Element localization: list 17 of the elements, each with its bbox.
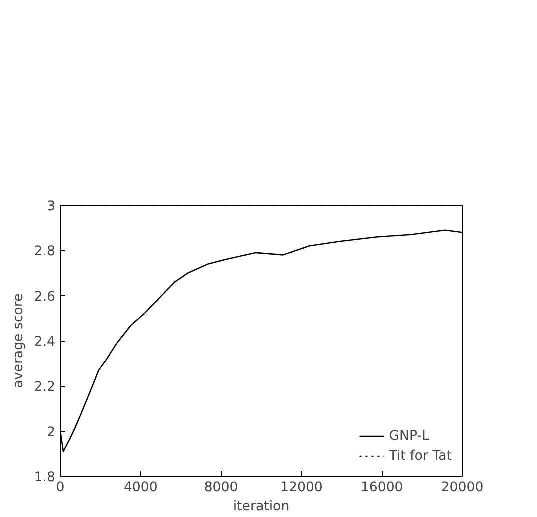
legend-label: GNP-L (389, 428, 430, 444)
x-tick-label: 0 (56, 480, 65, 496)
y-tick-label: 2.2 (34, 380, 56, 396)
x-tick-label: 20000 (441, 480, 484, 496)
x-tick-label: 12000 (280, 480, 323, 496)
y-tick-label: 3 (47, 200, 56, 214)
y-tick-label: 2.4 (34, 335, 56, 350)
y-tick-label: 2 (47, 425, 56, 440)
x-tick-label: 16000 (360, 480, 404, 496)
legend-label: Tit for Tat (389, 448, 452, 464)
y-tick-label: 2.8 (34, 244, 56, 260)
x-axis-title: iteration (233, 500, 290, 514)
y-tick-label: 2.6 (34, 290, 56, 305)
x-tick-label: 8000 (204, 480, 238, 496)
y-tick-label: 1.8 (34, 470, 56, 486)
y-axis-title: average score (11, 294, 26, 388)
x-tick-label: 4000 (124, 480, 158, 496)
